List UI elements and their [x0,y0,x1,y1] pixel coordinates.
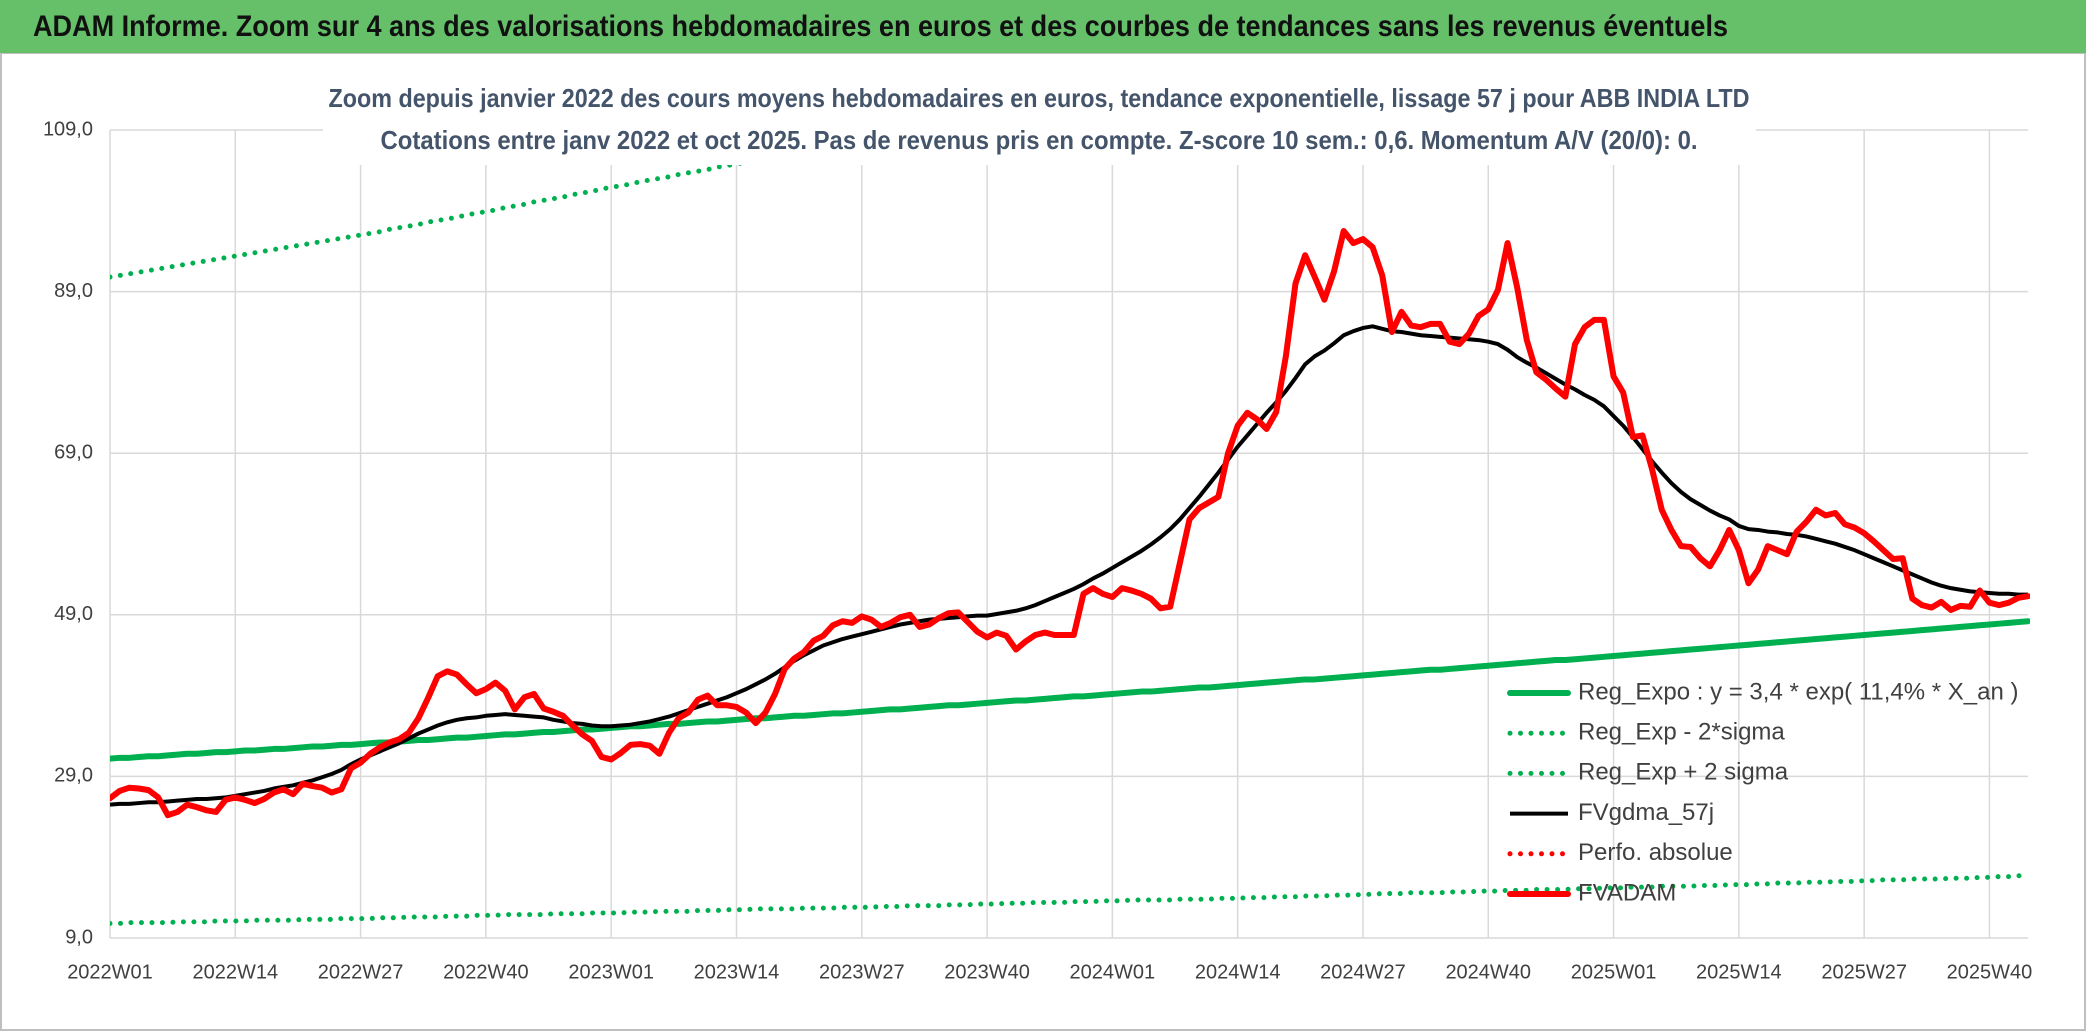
x-tick-label: 2023W27 [819,961,905,983]
x-tick-label: 2025W01 [1571,961,1657,983]
y-tick-label: 29,0 [54,765,93,787]
legend-label: Reg_Exp - 2*sigma [1578,719,1785,746]
legend-label: FVgdma_57j [1578,799,1714,826]
series [110,128,2030,926]
chart-title: Zoom depuis janvier 2022 des cours moyen… [329,83,1750,113]
legend-label: FVADAM [1578,879,1676,906]
header-title: ADAM Informe. Zoom sur 4 ans des valoris… [33,10,1728,43]
grid: 9,0 29,0 49,0 69,0 89,0 109,0 2022W01 2022W14 20… [43,118,2032,983]
y-tick-label: 69,0 [54,441,93,463]
x-tick-label: 2025W14 [1696,961,1782,983]
series-line [110,128,935,280]
x-tick-label: 2025W40 [1947,961,2033,983]
x-tick-label: 2022W40 [443,961,529,983]
x-tick-label: 2023W40 [944,961,1030,983]
title-box [323,77,1756,165]
y-tick-label: 9,0 [65,926,93,948]
x-tick-label: 2022W01 [67,961,153,983]
legend-label: Reg_Expo : y = 3,4 * exp( 11,4% * X_an ) [1578,678,2018,705]
x-tick-label: 2024W27 [1320,961,1406,983]
y-tick-label: 49,0 [54,603,93,625]
y-tick-label: 109,0 [43,118,93,140]
y-tick-label: 89,0 [54,280,93,302]
x-tick-label: 2025W27 [1821,961,1907,983]
series-line [110,324,2028,807]
legend-label: Perfo. absolue [1578,839,1733,866]
x-tick-label: 2023W14 [694,961,780,983]
x-tick-label: 2023W01 [568,961,654,983]
x-tick-label: 2022W14 [192,961,278,983]
x-tick-label: 2022W27 [318,961,404,983]
x-tick-label: 2024W14 [1195,961,1281,983]
x-tick-label: 2024W01 [1070,961,1156,983]
x-tick-label: 2024W40 [1445,961,1531,983]
legend-label: Reg_Exp + 2 sigma [1578,759,1789,786]
header-bar [0,0,2086,53]
legend: Reg_Expo : y = 3,4 * exp( 11,4% * X_an )… [1507,678,2018,906]
chart-subtitle: Cotations entre janv 2022 et oct 2025. P… [381,125,1698,155]
series-line [110,228,2030,819]
series-line [110,618,2030,762]
